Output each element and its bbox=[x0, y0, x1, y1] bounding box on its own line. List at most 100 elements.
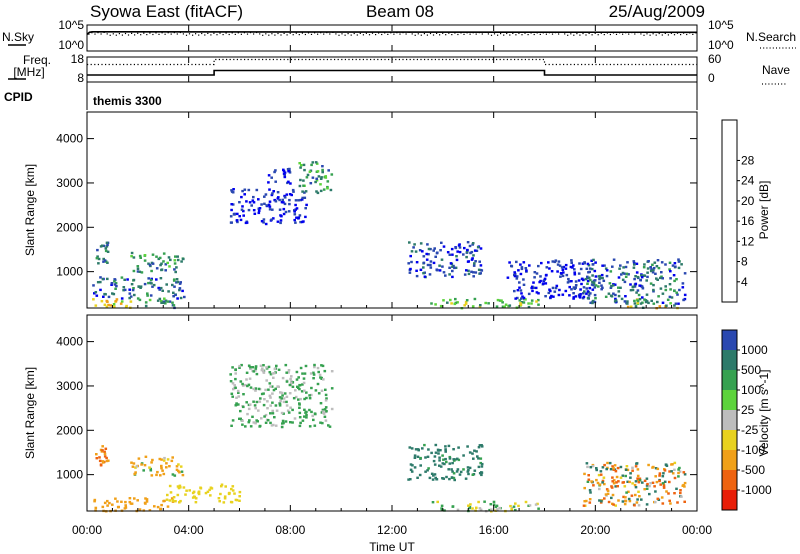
range-gate-cell bbox=[135, 465, 139, 468]
range-gate-cell bbox=[174, 500, 177, 503]
range-gate-cell bbox=[633, 483, 637, 487]
range-gate-cell bbox=[97, 257, 101, 261]
range-gate-cell bbox=[238, 366, 241, 369]
range-gate-cell bbox=[138, 270, 142, 273]
range-gate-cell bbox=[314, 180, 317, 184]
range-gate-cell bbox=[515, 260, 518, 264]
range-gate-cell bbox=[520, 297, 523, 300]
range-gate-cell bbox=[223, 497, 227, 500]
range-gate-cell bbox=[456, 250, 459, 253]
x-tick-label: 04:00 bbox=[174, 523, 204, 537]
range-gate-cell bbox=[677, 475, 680, 478]
range-gate-cell bbox=[413, 466, 417, 469]
range-gate-cell bbox=[99, 280, 102, 284]
range-gate-cell bbox=[602, 476, 606, 479]
nsearch-point bbox=[320, 32, 322, 34]
range-gate-cell bbox=[562, 265, 566, 269]
nsearch-point bbox=[359, 32, 361, 34]
range-gate-cell bbox=[103, 452, 107, 456]
range-gate-cell bbox=[433, 463, 437, 466]
range-gate-cell bbox=[283, 196, 287, 199]
y-tick-label: 4000 bbox=[56, 132, 83, 146]
range-gate-cell bbox=[583, 261, 586, 264]
range-gate-cell bbox=[652, 290, 655, 293]
range-gate-cell bbox=[278, 404, 282, 407]
nsearch-point bbox=[365, 32, 367, 34]
range-gate-cell bbox=[155, 278, 158, 281]
range-gate-cell bbox=[245, 401, 248, 404]
range-gate-cell bbox=[476, 455, 479, 458]
range-gate-cell bbox=[471, 242, 475, 245]
range-gate-cell bbox=[477, 465, 481, 469]
range-gate-cell bbox=[429, 247, 432, 251]
beam-label: Beam 08 bbox=[366, 2, 434, 21]
range-gate-cell bbox=[537, 507, 540, 510]
range-gate-cell bbox=[160, 268, 164, 271]
range-gate-cell bbox=[558, 288, 561, 292]
range-gate-cell bbox=[142, 469, 145, 472]
range-gate-cell bbox=[322, 188, 326, 191]
range-gate-cell bbox=[661, 482, 665, 485]
range-gate-cell bbox=[477, 500, 480, 504]
range-gate-cell bbox=[188, 489, 191, 492]
nsky-tick-top: 10^5 bbox=[58, 18, 84, 32]
nsearch-point bbox=[545, 33, 547, 35]
nsearch-point bbox=[277, 32, 279, 35]
colorbar-tick-label: 12 bbox=[741, 234, 755, 248]
range-gate-cell bbox=[586, 275, 589, 278]
range-gate-cell bbox=[94, 304, 98, 307]
range-gate-cell bbox=[434, 255, 437, 258]
nsearch-point bbox=[622, 33, 624, 35]
range-gate-cell bbox=[653, 485, 656, 488]
range-gate-cell bbox=[134, 471, 137, 474]
nsearch-point bbox=[271, 33, 273, 35]
velocity-y-axis-title: Slant Range [km] bbox=[23, 367, 37, 459]
x-tick-label: 00:00 bbox=[682, 523, 712, 537]
range-gate-cell bbox=[557, 260, 561, 263]
range-gate-cell bbox=[108, 501, 111, 505]
range-gate-cell bbox=[248, 201, 252, 204]
range-gate-cell bbox=[538, 280, 541, 284]
range-gate-cell bbox=[583, 290, 586, 293]
range-gate-cell bbox=[574, 284, 578, 287]
range-gate-cell bbox=[304, 215, 307, 219]
nsearch-point bbox=[265, 33, 267, 35]
range-gate-cell bbox=[619, 264, 622, 267]
range-gate-cell bbox=[229, 215, 233, 218]
range-gate-cell bbox=[640, 276, 644, 279]
range-gate-cell bbox=[326, 187, 329, 190]
range-gate-cell bbox=[427, 253, 430, 256]
range-gate-cell bbox=[252, 201, 256, 204]
nsearch-point bbox=[350, 34, 352, 36]
range-gate-cell bbox=[319, 183, 322, 186]
range-gate-cell bbox=[600, 284, 603, 287]
range-gate-cell bbox=[238, 201, 241, 204]
nsearch-point bbox=[91, 32, 93, 34]
range-gate-cell bbox=[145, 500, 149, 503]
range-gate-cell bbox=[103, 450, 106, 453]
range-gate-cell bbox=[429, 266, 433, 269]
y-tick-label: 1000 bbox=[56, 265, 83, 279]
range-gate-cell bbox=[435, 252, 439, 255]
range-gate-cell bbox=[114, 287, 117, 290]
range-gate-cell bbox=[282, 207, 286, 211]
range-gate-cell bbox=[262, 370, 265, 373]
range-gate-cell bbox=[637, 504, 641, 507]
range-gate-cell bbox=[633, 285, 637, 288]
range-gate-cell bbox=[453, 266, 456, 270]
range-gate-cell bbox=[229, 373, 232, 376]
range-gate-cell bbox=[591, 263, 595, 266]
range-gate-cell bbox=[490, 508, 493, 511]
range-gate-cell bbox=[283, 392, 287, 395]
range-gate-cell bbox=[674, 302, 678, 305]
range-gate-cell bbox=[530, 286, 533, 290]
range-gate-cell bbox=[476, 246, 480, 249]
range-gate-cell bbox=[136, 297, 140, 300]
range-gate-cell bbox=[665, 490, 668, 493]
nsearch-point bbox=[301, 32, 303, 34]
range-gate-cell bbox=[243, 193, 246, 196]
range-gate-cell bbox=[94, 291, 98, 294]
range-gate-cell bbox=[609, 468, 613, 471]
nsearch-point bbox=[283, 32, 285, 34]
range-gate-cell bbox=[241, 384, 245, 387]
